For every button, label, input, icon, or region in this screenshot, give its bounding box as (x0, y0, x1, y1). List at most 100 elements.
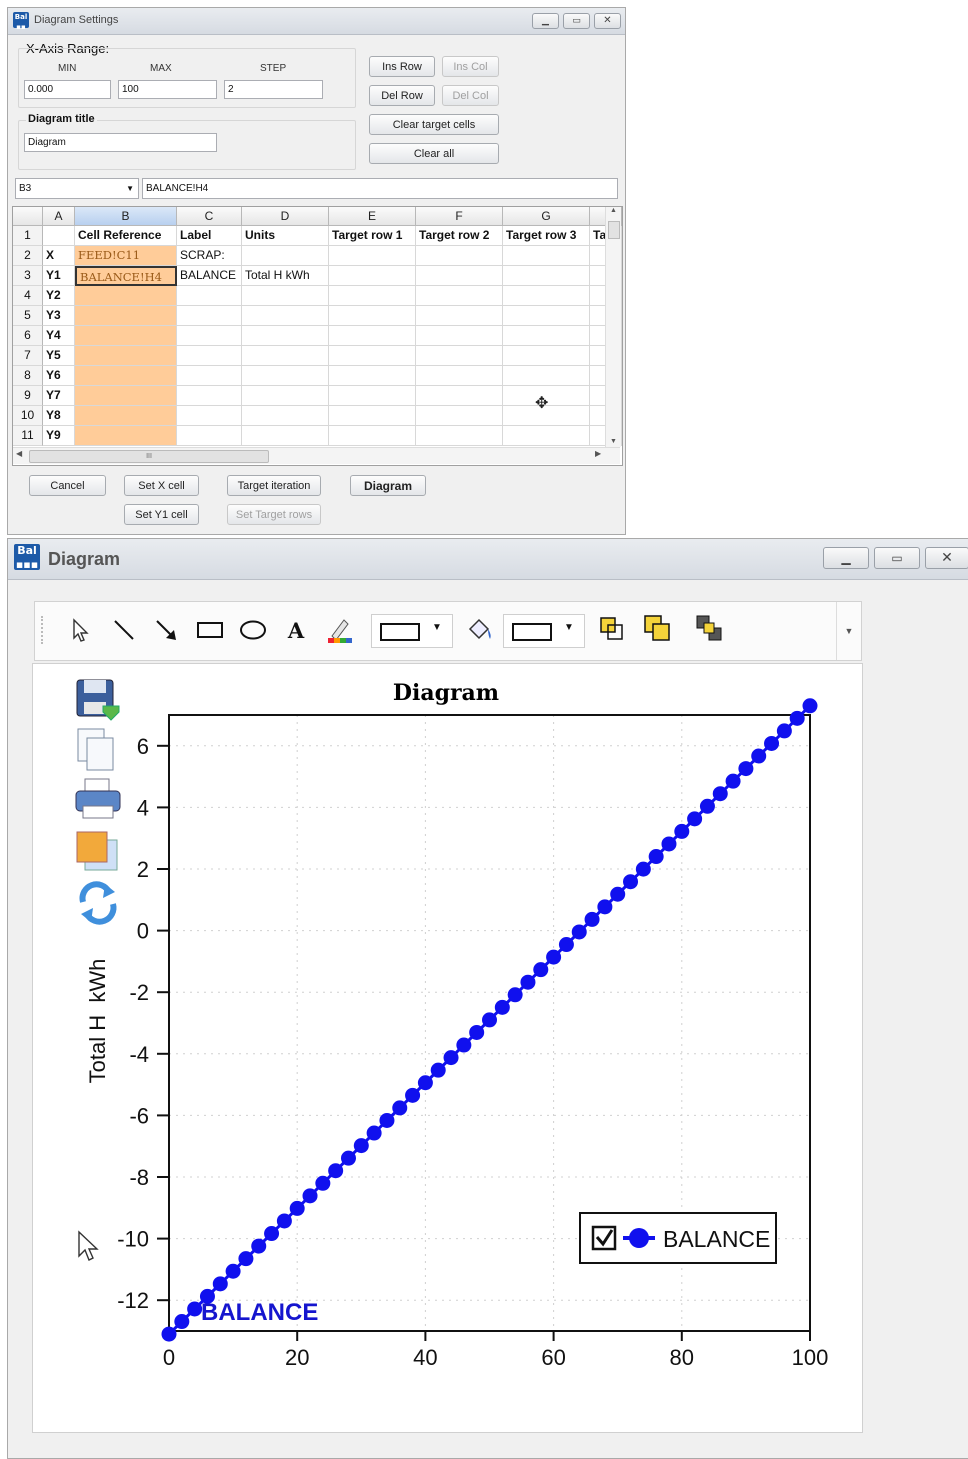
grid-cell-e11[interactable] (329, 426, 416, 446)
column-header-c[interactable]: C (177, 207, 242, 226)
grid-cell-a6[interactable]: Y4 (43, 326, 75, 346)
refresh-icon[interactable] (73, 878, 125, 926)
grid-cell-c9[interactable] (177, 386, 242, 406)
grid-cell-e6[interactable] (329, 326, 416, 346)
grid-cell-f11[interactable] (416, 426, 503, 446)
cell-reference-select[interactable]: B3 ▼ (15, 178, 139, 199)
grid-cell-b4[interactable] (75, 286, 177, 306)
xaxis-max-input[interactable]: 100 (118, 80, 217, 99)
set-target-rows-button[interactable]: Set Target rows (227, 504, 321, 525)
clear-all-button[interactable]: Clear all (369, 143, 499, 164)
grid-cell-g9[interactable] (503, 386, 590, 406)
grid-cell-b5[interactable] (75, 306, 177, 326)
ins-col-button[interactable]: Ins Col (442, 56, 499, 77)
fill-bucket-icon[interactable] (465, 615, 495, 645)
grid-cell-d10[interactable] (242, 406, 329, 426)
export-icon[interactable] (73, 828, 125, 876)
close-button[interactable]: ✕ (594, 13, 621, 29)
maximize-button[interactable]: ▭ (563, 13, 590, 29)
grid-cell-a5[interactable]: Y3 (43, 306, 75, 326)
diagram-title-input[interactable]: Diagram (24, 133, 217, 152)
grid-cell-g11[interactable] (503, 426, 590, 446)
grid-cell-d1[interactable]: Units (242, 226, 329, 246)
grid-cell-a8[interactable]: Y6 (43, 366, 75, 386)
grid-cell-a9[interactable]: Y7 (43, 386, 75, 406)
cancel-button[interactable]: Cancel (29, 475, 106, 496)
grid-cell-c8[interactable] (177, 366, 242, 386)
rectangle-icon[interactable] (195, 615, 225, 645)
ins-row-button[interactable]: Ins Row (369, 56, 435, 77)
grid-cell-f10[interactable] (416, 406, 503, 426)
grid-cell-a2[interactable]: X (43, 246, 75, 266)
grid-cell-d2[interactable] (242, 246, 329, 266)
vertical-scrollbar[interactable]: ▲ ▼ (605, 207, 621, 447)
xaxis-step-input[interactable]: 2 (224, 80, 323, 99)
column-header-e[interactable]: E (329, 207, 416, 226)
grid-cell-c11[interactable] (177, 426, 242, 446)
grid-cell-f2[interactable] (416, 246, 503, 266)
grid-cell-g10[interactable] (503, 406, 590, 426)
grid-cell-b8[interactable] (75, 366, 177, 386)
copy-icon[interactable] (73, 726, 125, 774)
scroll-right-icon[interactable]: ▶ (595, 449, 602, 458)
grid-cell-d4[interactable] (242, 286, 329, 306)
grid-cell-f5[interactable] (416, 306, 503, 326)
arrow-icon[interactable] (151, 615, 181, 645)
column-header-a[interactable]: A (43, 207, 75, 226)
grid-cell-a1[interactable] (43, 226, 75, 246)
pen-color-icon[interactable] (325, 615, 355, 645)
grid-cell-g7[interactable] (503, 346, 590, 366)
toolbar-overflow-chevron-icon[interactable]: ▼ (836, 602, 861, 660)
grid-cell-d7[interactable] (242, 346, 329, 366)
del-row-button[interactable]: Del Row (369, 85, 435, 106)
grid-cell-g1[interactable]: Target row 3 (503, 226, 590, 246)
grid-cell-e4[interactable] (329, 286, 416, 306)
grid-cell-a10[interactable]: Y8 (43, 406, 75, 426)
grid-cell-a7[interactable]: Y5 (43, 346, 75, 366)
column-header-b[interactable]: B (75, 207, 177, 226)
grid-cell-b1[interactable]: Cell Reference (75, 226, 177, 246)
grid-cell-c7[interactable] (177, 346, 242, 366)
grid-cell-e8[interactable] (329, 366, 416, 386)
grid-cell-b10[interactable] (75, 406, 177, 426)
grid-cell-c1[interactable]: Label (177, 226, 242, 246)
grid-cell-e5[interactable] (329, 306, 416, 326)
chevron-down-icon[interactable]: ▼ (432, 622, 442, 633)
save-icon[interactable] (73, 676, 125, 724)
grid-cell-b7[interactable] (75, 346, 177, 366)
grid-cell-e9[interactable] (329, 386, 416, 406)
grid-cell-b11[interactable] (75, 426, 177, 446)
minimize-button[interactable]: ▁ (532, 13, 559, 29)
grid-cell-c3[interactable]: BALANCE (177, 266, 242, 286)
grid-corner[interactable] (13, 207, 43, 226)
fill-style-dropdown[interactable]: ▼ (503, 614, 585, 648)
group-icon[interactable] (695, 614, 725, 644)
grid-cell-g6[interactable] (503, 326, 590, 346)
chevron-down-icon[interactable]: ▼ (126, 184, 134, 193)
grid-cell-d3[interactable]: Total H kWh (242, 266, 329, 286)
grid-cell-d6[interactable] (242, 326, 329, 346)
clear-target-cells-button[interactable]: Clear target cells (369, 114, 499, 135)
grid-cell-a11[interactable]: Y9 (43, 426, 75, 446)
grid-cell-d5[interactable] (242, 306, 329, 326)
grid-cell-c2[interactable]: SCRAP: (177, 246, 242, 266)
spreadsheet-grid[interactable]: A B C D E F G 1 Cell Reference Label Units Target r… (12, 206, 623, 466)
grid-cell-f4[interactable] (416, 286, 503, 306)
grid-cell-e1[interactable]: Target row 1 (329, 226, 416, 246)
send-backward-icon[interactable] (643, 614, 673, 644)
grid-cell-g2[interactable] (503, 246, 590, 266)
grid-cell-b3[interactable]: BALANCE!H4 (75, 266, 177, 286)
grid-cell-e10[interactable] (329, 406, 416, 426)
close-button[interactable]: ✕ (925, 547, 968, 569)
ellipse-icon[interactable] (238, 615, 268, 645)
scroll-down-icon[interactable]: ▼ (610, 438, 617, 445)
minimize-button[interactable]: ▁ (823, 547, 869, 569)
column-header-d[interactable]: D (242, 207, 329, 226)
xaxis-min-input[interactable]: 0.000 (24, 80, 111, 99)
vertical-scroll-thumb[interactable] (608, 221, 620, 239)
bring-forward-icon[interactable] (597, 614, 627, 644)
column-header-f[interactable]: F (416, 207, 503, 226)
grid-cell-c6[interactable] (177, 326, 242, 346)
line-style-dropdown[interactable]: ▼ (371, 614, 453, 648)
grid-cell-f9[interactable] (416, 386, 503, 406)
